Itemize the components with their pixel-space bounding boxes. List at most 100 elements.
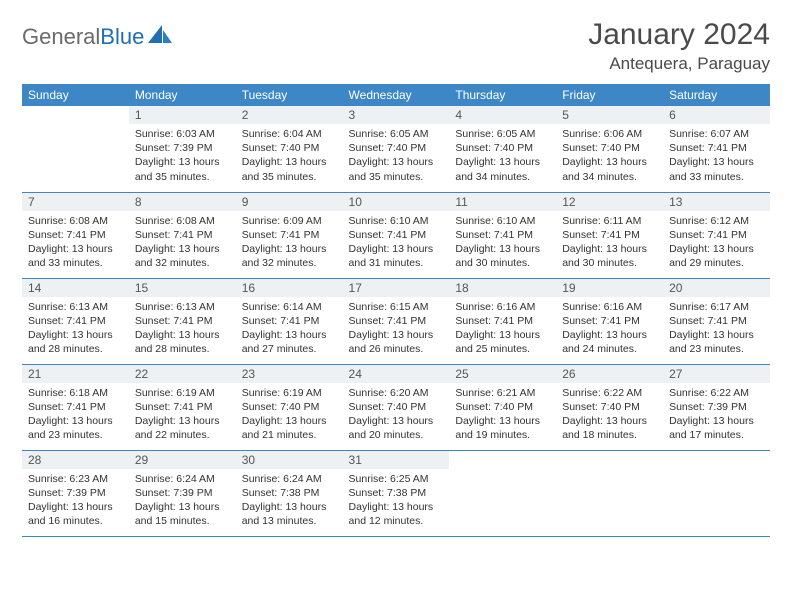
day-body: Sunrise: 6:09 AMSunset: 7:41 PMDaylight:… [236,211,343,275]
weekday-header: Friday [556,84,663,106]
sunrise-text: Sunrise: 6:04 AM [242,127,337,141]
sunset-text: Sunset: 7:41 PM [242,228,337,242]
sunrise-text: Sunrise: 6:11 AM [562,214,657,228]
sunset-text: Sunset: 7:40 PM [562,400,657,414]
weekday-header: Thursday [449,84,556,106]
sunset-text: Sunset: 7:41 PM [669,228,764,242]
calendar-day-cell: 7Sunrise: 6:08 AMSunset: 7:41 PMDaylight… [22,192,129,278]
sunset-text: Sunset: 7:38 PM [349,486,444,500]
sunset-text: Sunset: 7:40 PM [349,400,444,414]
sunrise-text: Sunrise: 6:03 AM [135,127,230,141]
calendar-page: GeneralBlue January 2024 Antequera, Para… [0,0,792,547]
calendar-day-cell: 25Sunrise: 6:21 AMSunset: 7:40 PMDayligh… [449,364,556,450]
calendar-week-row: 1Sunrise: 6:03 AMSunset: 7:39 PMDaylight… [22,106,770,192]
sunrise-text: Sunrise: 6:23 AM [28,472,123,486]
weekday-header: Tuesday [236,84,343,106]
weekday-header: Wednesday [343,84,450,106]
sunset-text: Sunset: 7:40 PM [349,141,444,155]
day-number: 12 [556,193,663,211]
sunrise-text: Sunrise: 6:05 AM [349,127,444,141]
calendar-day-cell: 15Sunrise: 6:13 AMSunset: 7:41 PMDayligh… [129,278,236,364]
calendar-day-cell: 5Sunrise: 6:06 AMSunset: 7:40 PMDaylight… [556,106,663,192]
sunrise-text: Sunrise: 6:19 AM [242,386,337,400]
day-body: Sunrise: 6:10 AMSunset: 7:41 PMDaylight:… [343,211,450,275]
sunset-text: Sunset: 7:41 PM [349,314,444,328]
sunset-text: Sunset: 7:41 PM [135,314,230,328]
calendar-week-row: 21Sunrise: 6:18 AMSunset: 7:41 PMDayligh… [22,364,770,450]
day-body: Sunrise: 6:19 AMSunset: 7:40 PMDaylight:… [236,383,343,447]
sunrise-text: Sunrise: 6:10 AM [349,214,444,228]
day-number: 6 [663,106,770,124]
calendar-day-cell: 19Sunrise: 6:16 AMSunset: 7:41 PMDayligh… [556,278,663,364]
calendar-week-row: 14Sunrise: 6:13 AMSunset: 7:41 PMDayligh… [22,278,770,364]
sunset-text: Sunset: 7:41 PM [455,314,550,328]
day-body: Sunrise: 6:18 AMSunset: 7:41 PMDaylight:… [22,383,129,447]
calendar-day-cell: 4Sunrise: 6:05 AMSunset: 7:40 PMDaylight… [449,106,556,192]
calendar-day-cell: 16Sunrise: 6:14 AMSunset: 7:41 PMDayligh… [236,278,343,364]
day-body: Sunrise: 6:06 AMSunset: 7:40 PMDaylight:… [556,124,663,188]
day-number: 2 [236,106,343,124]
day-number: 28 [22,451,129,469]
day-body: Sunrise: 6:03 AMSunset: 7:39 PMDaylight:… [129,124,236,188]
sunrise-text: Sunrise: 6:16 AM [562,300,657,314]
calendar-day-cell: 26Sunrise: 6:22 AMSunset: 7:40 PMDayligh… [556,364,663,450]
daylight-text: Daylight: 13 hours and 34 minutes. [455,155,550,183]
calendar-week-row: 7Sunrise: 6:08 AMSunset: 7:41 PMDaylight… [22,192,770,278]
sunset-text: Sunset: 7:40 PM [242,141,337,155]
day-body: Sunrise: 6:16 AMSunset: 7:41 PMDaylight:… [556,297,663,361]
daylight-text: Daylight: 13 hours and 17 minutes. [669,414,764,442]
calendar-day-cell: 22Sunrise: 6:19 AMSunset: 7:41 PMDayligh… [129,364,236,450]
daylight-text: Daylight: 13 hours and 29 minutes. [669,242,764,270]
daylight-text: Daylight: 13 hours and 22 minutes. [135,414,230,442]
day-number: 17 [343,279,450,297]
day-number: 30 [236,451,343,469]
sunset-text: Sunset: 7:41 PM [669,141,764,155]
daylight-text: Daylight: 13 hours and 18 minutes. [562,414,657,442]
day-body: Sunrise: 6:24 AMSunset: 7:39 PMDaylight:… [129,469,236,533]
day-body: Sunrise: 6:13 AMSunset: 7:41 PMDaylight:… [129,297,236,361]
logo-sail-icon [148,25,174,50]
day-number: 29 [129,451,236,469]
sunset-text: Sunset: 7:41 PM [28,228,123,242]
day-number: 14 [22,279,129,297]
weekday-header: Monday [129,84,236,106]
day-body: Sunrise: 6:05 AMSunset: 7:40 PMDaylight:… [449,124,556,188]
calendar-body: 1Sunrise: 6:03 AMSunset: 7:39 PMDaylight… [22,106,770,536]
day-body: Sunrise: 6:05 AMSunset: 7:40 PMDaylight:… [343,124,450,188]
daylight-text: Daylight: 13 hours and 23 minutes. [28,414,123,442]
sunrise-text: Sunrise: 6:10 AM [455,214,550,228]
day-body: Sunrise: 6:13 AMSunset: 7:41 PMDaylight:… [22,297,129,361]
sunrise-text: Sunrise: 6:07 AM [669,127,764,141]
daylight-text: Daylight: 13 hours and 21 minutes. [242,414,337,442]
sunrise-text: Sunrise: 6:12 AM [669,214,764,228]
calendar-day-cell: 12Sunrise: 6:11 AMSunset: 7:41 PMDayligh… [556,192,663,278]
day-body: Sunrise: 6:14 AMSunset: 7:41 PMDaylight:… [236,297,343,361]
sunset-text: Sunset: 7:41 PM [28,314,123,328]
weekday-header: Saturday [663,84,770,106]
sunset-text: Sunset: 7:40 PM [455,400,550,414]
day-number: 16 [236,279,343,297]
calendar-day-cell: 9Sunrise: 6:09 AMSunset: 7:41 PMDaylight… [236,192,343,278]
calendar-day-cell: 13Sunrise: 6:12 AMSunset: 7:41 PMDayligh… [663,192,770,278]
day-number: 27 [663,365,770,383]
daylight-text: Daylight: 13 hours and 35 minutes. [242,155,337,183]
day-number: 26 [556,365,663,383]
logo: GeneralBlue [22,18,174,50]
day-body: Sunrise: 6:19 AMSunset: 7:41 PMDaylight:… [129,383,236,447]
calendar-day-cell: 10Sunrise: 6:10 AMSunset: 7:41 PMDayligh… [343,192,450,278]
calendar-empty-cell [22,106,129,192]
sunrise-text: Sunrise: 6:24 AM [135,472,230,486]
daylight-text: Daylight: 13 hours and 13 minutes. [242,500,337,528]
daylight-text: Daylight: 13 hours and 35 minutes. [135,155,230,183]
calendar-day-cell: 14Sunrise: 6:13 AMSunset: 7:41 PMDayligh… [22,278,129,364]
day-number: 4 [449,106,556,124]
daylight-text: Daylight: 13 hours and 16 minutes. [28,500,123,528]
calendar-day-cell: 21Sunrise: 6:18 AMSunset: 7:41 PMDayligh… [22,364,129,450]
daylight-text: Daylight: 13 hours and 28 minutes. [135,328,230,356]
day-body: Sunrise: 6:04 AMSunset: 7:40 PMDaylight:… [236,124,343,188]
weekday-header: Sunday [22,84,129,106]
calendar-day-cell: 3Sunrise: 6:05 AMSunset: 7:40 PMDaylight… [343,106,450,192]
sunset-text: Sunset: 7:41 PM [562,314,657,328]
calendar-day-cell: 31Sunrise: 6:25 AMSunset: 7:38 PMDayligh… [343,450,450,536]
daylight-text: Daylight: 13 hours and 25 minutes. [455,328,550,356]
